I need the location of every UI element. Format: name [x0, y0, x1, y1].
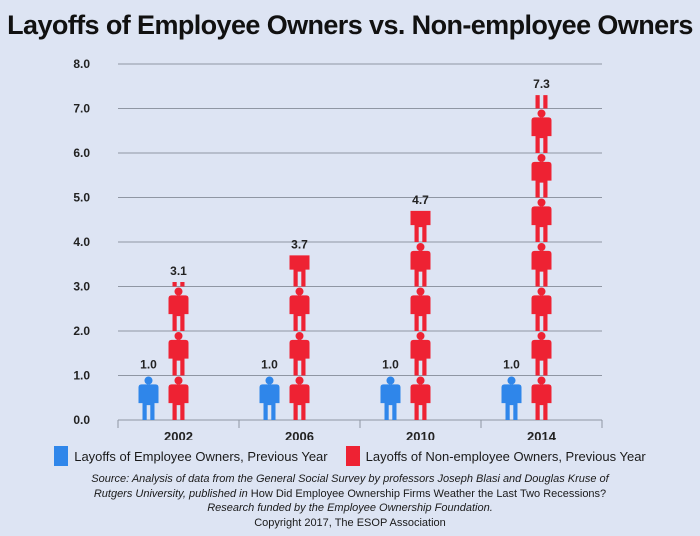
bar-employee-2014	[501, 376, 522, 420]
bar-employee-2002	[138, 376, 159, 420]
y-tick-label-2: 2.0	[73, 324, 90, 338]
source-note: Source: Analysis of data from the Genera…	[70, 472, 630, 530]
person-icon	[531, 109, 552, 153]
person-icon	[168, 376, 189, 420]
y-tick-label-7: 7.0	[73, 102, 90, 116]
source-publication-title: How Did Employee Ownership Firms Weather…	[250, 487, 607, 500]
legend-item-employee: Layoffs of Employee Owners, Previous Yea…	[54, 446, 328, 466]
person-icon	[501, 376, 522, 420]
data-label-employee-2010: 1.0	[382, 358, 399, 372]
person-icon	[289, 376, 310, 420]
y-tick-label-1: 1.0	[73, 369, 90, 383]
data-label-non-employee-2010: 4.7	[412, 193, 429, 207]
source-line-3: Research funded by the Employee Ownershi…	[207, 502, 493, 514]
legend-item-non-employee: Layoffs of Non-employee Owners, Previous…	[345, 446, 646, 466]
x-tick-label-2014: 2014	[527, 429, 557, 440]
person-icon	[289, 287, 310, 331]
y-tick-label-8: 8.0	[73, 57, 90, 71]
x-tick-label-2002: 2002	[164, 429, 193, 440]
source-line-2: Rutgers University, published in How Did…	[70, 487, 630, 502]
data-label-employee-2006: 1.0	[261, 358, 278, 372]
data-label-non-employee-2006: 3.7	[291, 237, 308, 251]
data-label-non-employee-2002: 3.1	[170, 264, 187, 278]
person-icon	[531, 154, 552, 198]
x-tick-label-2010: 2010	[406, 429, 435, 440]
bar-non-employee-2010	[410, 210, 431, 420]
data-label-employee-2002: 1.0	[140, 358, 157, 372]
person-icon	[410, 243, 431, 287]
bar-non-employee-2014	[531, 95, 552, 420]
data-label-non-employee-2014: 7.3	[533, 77, 550, 91]
person-icon	[138, 376, 159, 420]
person-icon	[168, 287, 189, 331]
x-tick-label-2006: 2006	[285, 429, 314, 440]
legend-swatch-employee	[54, 446, 69, 466]
chart-title: Layoffs of Employee Owners vs. Non-emplo…	[7, 10, 693, 40]
legend-swatch-non-employee	[345, 446, 360, 466]
person-icon	[172, 282, 185, 287]
person-icon	[410, 210, 431, 242]
person-icon	[531, 332, 552, 376]
bar-non-employee-2002	[168, 282, 189, 420]
y-tick-label-4: 4.0	[73, 235, 90, 249]
person-icon	[168, 332, 189, 376]
y-tick-label-6: 6.0	[73, 146, 90, 160]
person-icon	[531, 198, 552, 242]
data-label-employee-2014: 1.0	[503, 358, 520, 372]
person-icon	[531, 376, 552, 420]
person-icon	[531, 287, 552, 331]
chart-area: 0.0 1.0 2.0 3.0 4.0 5.0 6.0 7.0 8.0 2002 1.0 3.1 200…	[73, 57, 603, 440]
bar-employee-2010	[380, 376, 401, 420]
source-line-1: Source: Analysis of data from the Genera…	[91, 473, 609, 485]
person-icon	[410, 332, 431, 376]
person-icon	[410, 376, 431, 420]
bar-non-employee-2006	[289, 255, 310, 420]
person-icon	[410, 287, 431, 331]
person-icon	[289, 255, 310, 287]
person-icon	[289, 332, 310, 376]
person-icon	[259, 376, 280, 420]
person-icon	[535, 95, 548, 109]
person-icon	[531, 243, 552, 287]
y-tick-label-5: 5.0	[73, 191, 90, 205]
y-tick-label-3: 3.0	[73, 280, 90, 294]
legend-label-non-employee: Layoffs of Non-employee Owners, Previous…	[365, 448, 646, 464]
source-line-2a: Rutgers University, published in	[93, 487, 248, 500]
y-tick-label-0: 0.0	[73, 413, 90, 427]
legend-label-employee: Layoffs of Employee Owners, Previous Yea…	[74, 448, 328, 464]
bar-employee-2006	[259, 376, 280, 420]
copyright: Copyright 2017, The ESOP Association	[254, 516, 446, 529]
legend: Layoffs of Employee Owners, Previous Yea…	[0, 446, 700, 466]
person-icon	[380, 376, 401, 420]
